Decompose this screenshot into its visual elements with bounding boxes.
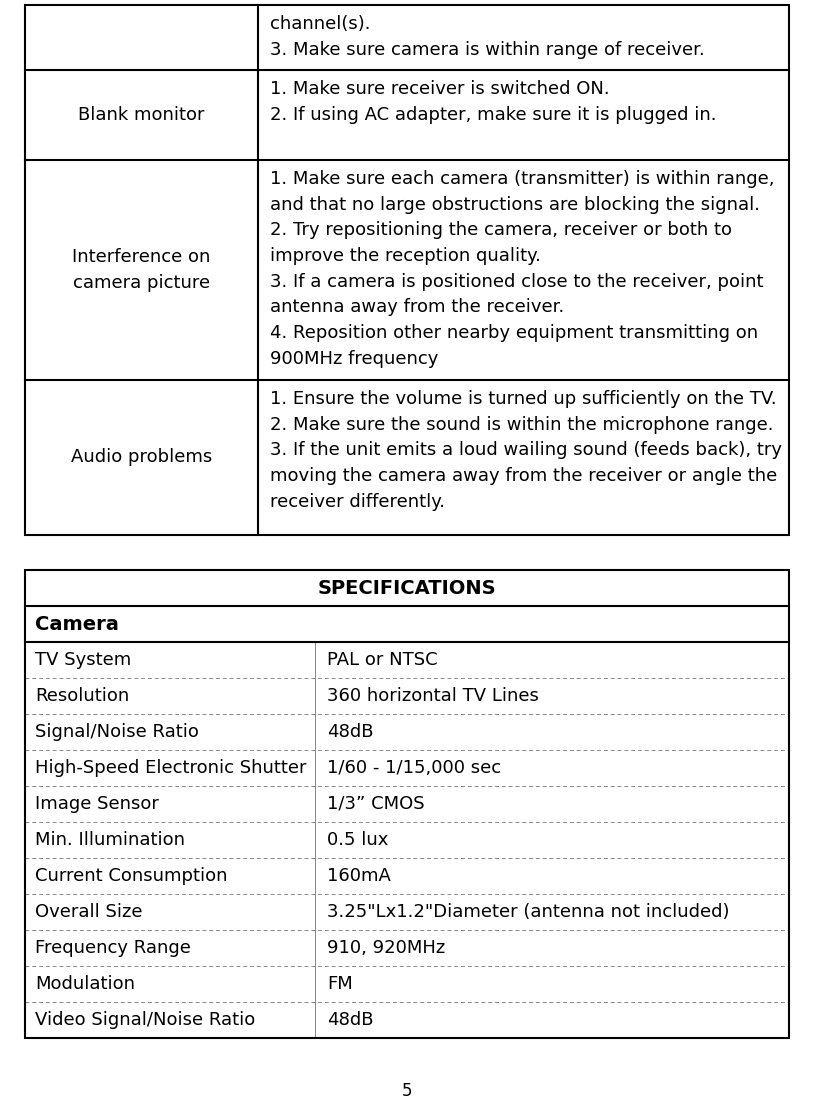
Text: Blank monitor: Blank monitor <box>78 106 205 124</box>
Text: 910, 920MHz: 910, 920MHz <box>327 939 445 957</box>
Text: 1. Make sure each camera (transmitter) is within range,
and that no large obstru: 1. Make sure each camera (transmitter) i… <box>270 170 774 368</box>
Text: Frequency Range: Frequency Range <box>35 939 190 957</box>
Text: Audio problems: Audio problems <box>71 449 212 467</box>
Text: TV System: TV System <box>35 651 131 669</box>
Text: FM: FM <box>327 975 353 993</box>
Text: 0.5 lux: 0.5 lux <box>327 831 389 849</box>
Text: Modulation: Modulation <box>35 975 135 993</box>
Bar <box>25 4 789 535</box>
Text: Resolution: Resolution <box>35 687 129 705</box>
Text: 160mA: 160mA <box>327 867 392 885</box>
Text: 5: 5 <box>402 1082 412 1100</box>
Text: 3.25"Lx1.2"Diameter (antenna not included): 3.25"Lx1.2"Diameter (antenna not include… <box>327 903 730 921</box>
Text: 1/3” CMOS: 1/3” CMOS <box>327 794 425 814</box>
Text: High-Speed Electronic Shutter: High-Speed Electronic Shutter <box>35 759 307 777</box>
Text: Signal/Noise Ratio: Signal/Noise Ratio <box>35 723 199 741</box>
Text: Min. Illumination: Min. Illumination <box>35 831 185 849</box>
Text: Image Sensor: Image Sensor <box>35 794 159 814</box>
Text: 1. Make sure receiver is switched ON.
2. If using AC adapter, make sure it is pl: 1. Make sure receiver is switched ON. 2.… <box>270 79 716 124</box>
Text: SPECIFICATIONS: SPECIFICATIONS <box>317 579 497 598</box>
Text: PAL or NTSC: PAL or NTSC <box>327 651 438 669</box>
Text: 1. Ensure the volume is turned up sufficiently on the TV.
2. Make sure the sound: 1. Ensure the volume is turned up suffic… <box>270 391 782 510</box>
Text: 1/60 - 1/15,000 sec: 1/60 - 1/15,000 sec <box>327 759 501 777</box>
Text: 48dB: 48dB <box>327 723 374 741</box>
Text: 48dB: 48dB <box>327 1010 374 1029</box>
Text: Video Signal/Noise Ratio: Video Signal/Noise Ratio <box>35 1010 256 1029</box>
Text: 360 horizontal TV Lines: 360 horizontal TV Lines <box>327 687 539 705</box>
Text: Overall Size: Overall Size <box>35 903 142 921</box>
Text: Current Consumption: Current Consumption <box>35 867 227 885</box>
Bar <box>25 570 789 1038</box>
Text: Camera: Camera <box>35 614 119 633</box>
Text: channel(s).
3. Make sure camera is within range of receiver.: channel(s). 3. Make sure camera is withi… <box>270 15 705 58</box>
Text: Interference on
camera picture: Interference on camera picture <box>72 248 211 292</box>
